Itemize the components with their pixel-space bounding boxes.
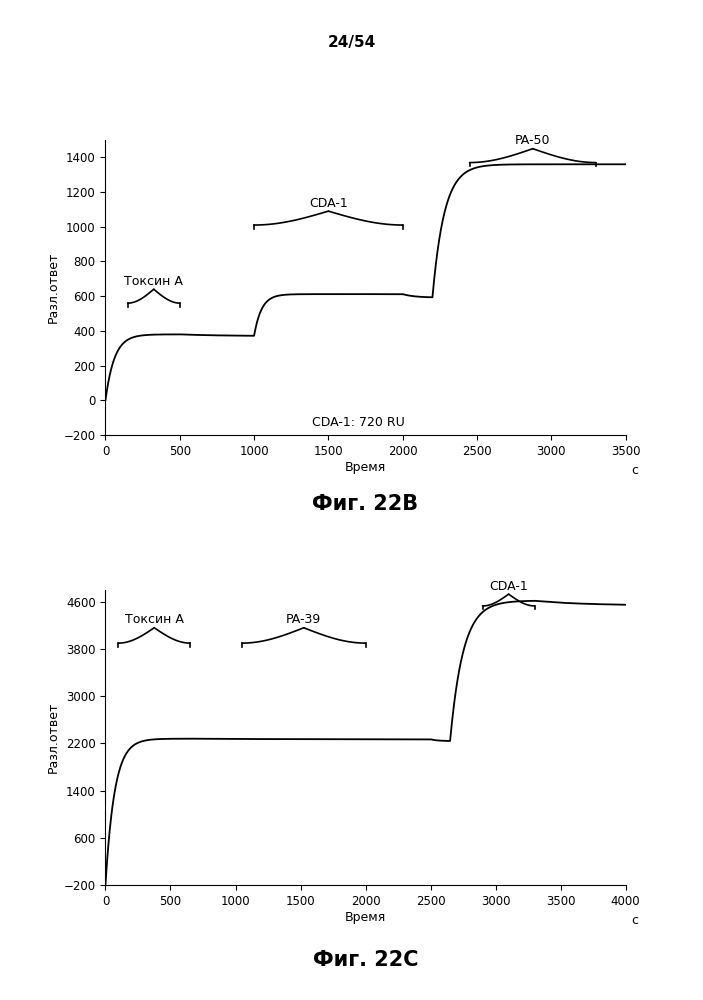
Text: Фиг. 22C: Фиг. 22C <box>313 950 418 970</box>
Text: PA-50: PA-50 <box>515 134 550 147</box>
Text: с: с <box>631 464 638 478</box>
X-axis label: Время: Время <box>345 910 386 924</box>
Text: Токсин А: Токсин А <box>124 275 183 288</box>
Text: PA-39: PA-39 <box>286 613 321 626</box>
Text: Токсин А: Токсин А <box>125 613 183 626</box>
X-axis label: Время: Время <box>345 460 386 474</box>
Text: CDA-1: CDA-1 <box>489 580 528 593</box>
Text: CDA-1: 720 RU: CDA-1: 720 RU <box>311 416 404 429</box>
Text: CDA-1: CDA-1 <box>309 197 348 210</box>
Text: Фиг. 22B: Фиг. 22B <box>313 494 418 514</box>
Text: 24/54: 24/54 <box>328 35 375 50</box>
Y-axis label: Разл.ответ: Разл.ответ <box>46 252 60 323</box>
Text: с: с <box>631 914 638 928</box>
Y-axis label: Разл.ответ: Разл.ответ <box>46 702 60 773</box>
